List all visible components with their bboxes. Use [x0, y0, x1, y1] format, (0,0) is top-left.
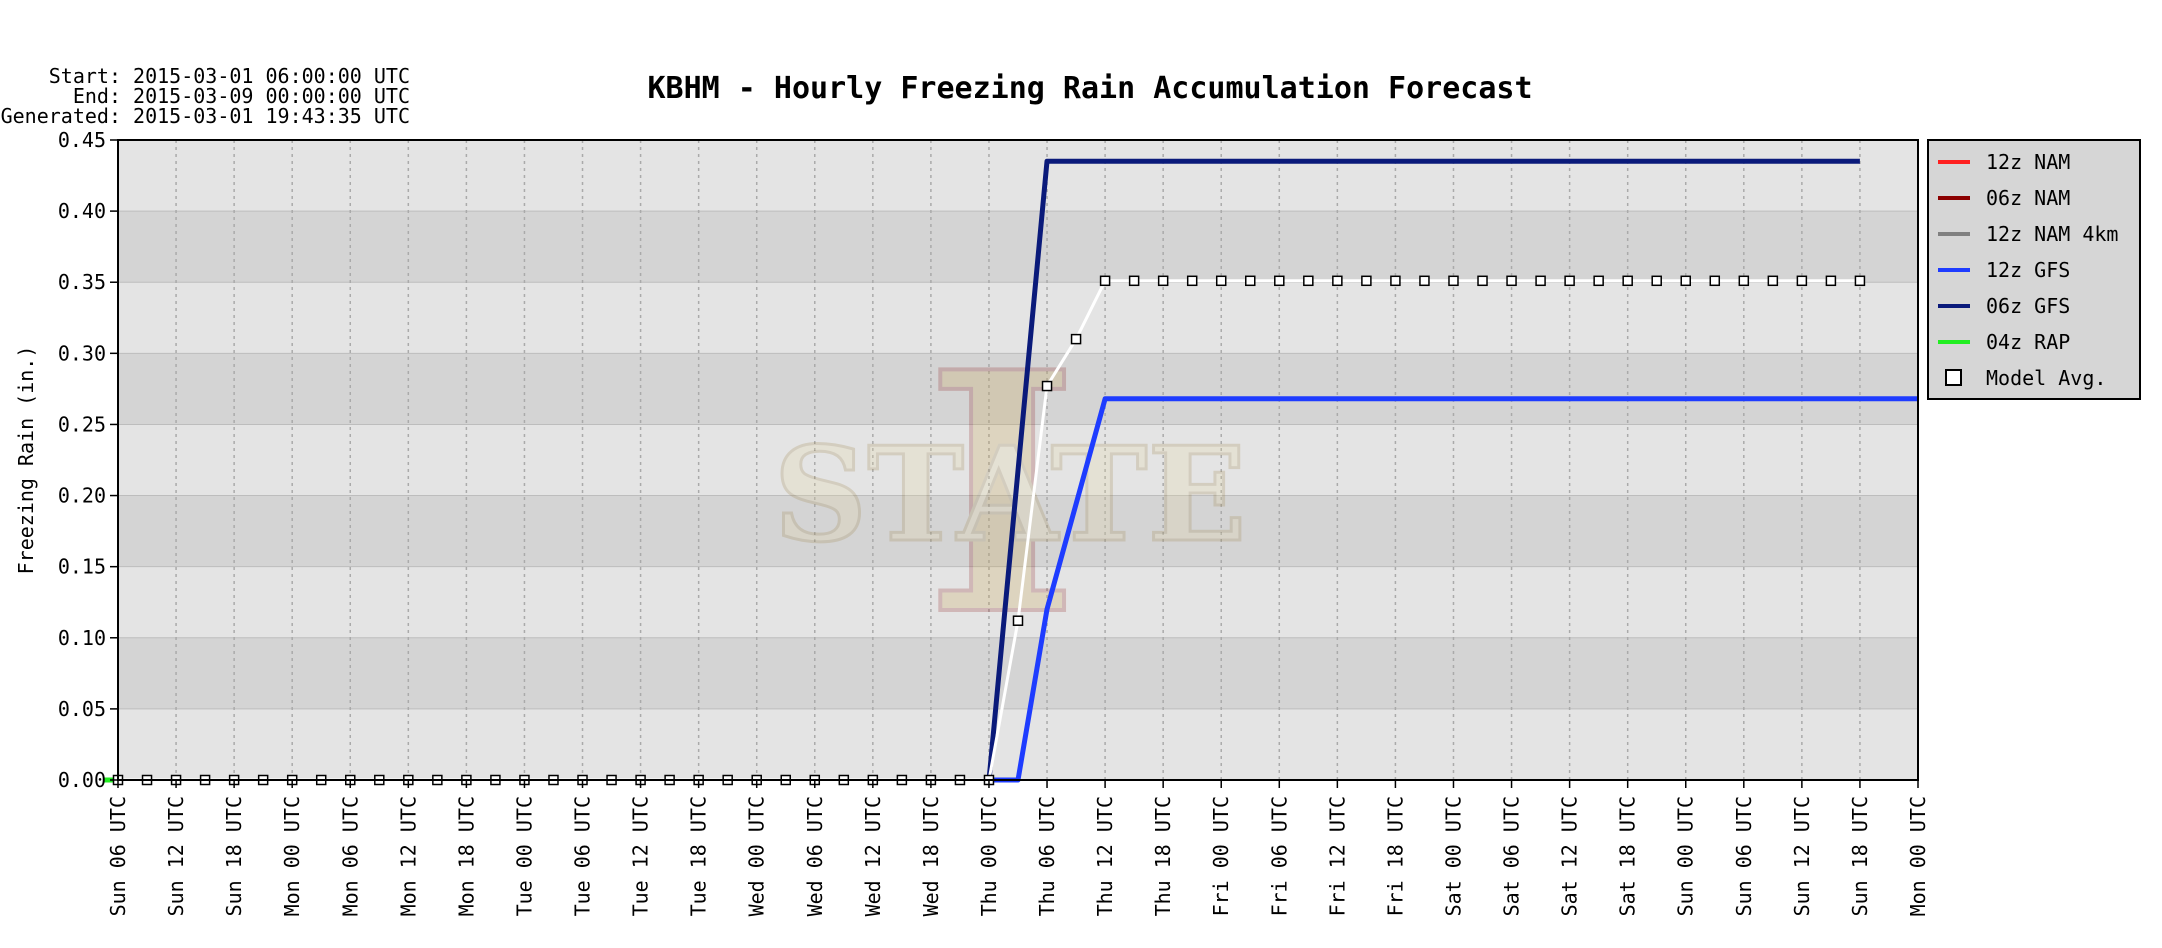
- x-tick-label: Mon 00 UTC: [1906, 796, 1930, 916]
- model-avg-marker: [1157, 275, 1169, 287]
- legend-label: 12z NAM 4km: [1986, 222, 2118, 246]
- x-tick-label: Tue 18 UTC: [687, 796, 711, 916]
- y-tick-label: 0.10: [58, 626, 106, 650]
- x-tick-label: Sun 06 UTC: [1732, 796, 1756, 916]
- plot-band: [118, 211, 1918, 283]
- x-tick-label: Sat 12 UTC: [1558, 796, 1582, 916]
- x-tick-label: Wed 12 UTC: [861, 796, 885, 916]
- plot-band: [118, 282, 1918, 354]
- model-avg-marker: [1796, 275, 1808, 287]
- model-avg-marker: [1274, 275, 1285, 287]
- model-avg-marker: [1099, 275, 1111, 287]
- x-tick-label: Sun 18 UTC: [1848, 796, 1872, 916]
- x-tick-label: Sun 00 UTC: [1674, 796, 1698, 916]
- header-generated: Generated: 2015-03-01 19:43:35 UTC: [1, 104, 410, 128]
- y-tick-label: 0.30: [58, 341, 106, 365]
- legend-label: 06z NAM: [1986, 186, 2070, 210]
- model-avg-marker: [1245, 275, 1256, 287]
- model-avg-marker: [1651, 275, 1662, 287]
- x-tick-label: Tue 06 UTC: [571, 796, 595, 916]
- header-end: End: 2015-03-09 00:00:00 UTC: [73, 84, 410, 108]
- legend-label: Model Avg.: [1986, 366, 2106, 390]
- plot-band: [118, 637, 1918, 709]
- model-avg-marker: [1825, 275, 1837, 287]
- x-tick-label: Fri 18 UTC: [1383, 796, 1407, 916]
- model-avg-marker: [1303, 275, 1314, 287]
- y-tick-label: 0.15: [58, 555, 106, 579]
- y-axis-ticks: 0.00 0.05 0.10 0.15 0.20 0.25 0.30 0.35 0.40 0.45: [58, 128, 118, 792]
- model-avg-marker: [1419, 275, 1430, 287]
- model-avg-marker: [1390, 275, 1401, 287]
- legend-marker-model-avg: [1945, 369, 1962, 386]
- legend-label: 06z GFS: [1986, 294, 2070, 318]
- y-tick-label: 0.00: [58, 768, 106, 792]
- y-tick-label: 0.45: [58, 128, 106, 152]
- model-avg-marker: [1593, 275, 1604, 287]
- model-avg-marker: [1622, 275, 1633, 287]
- x-tick-label: Wed 18 UTC: [919, 796, 943, 916]
- x-tick-label: Sat 06 UTC: [1500, 796, 1524, 916]
- y-tick-label: 0.40: [58, 199, 106, 223]
- x-tick-label: Thu 00 UTC: [977, 796, 1001, 916]
- model-avg-marker: [1186, 275, 1198, 287]
- series-line-06z-gfs: [986, 158, 1860, 781]
- legend-label: 12z NAM: [1986, 150, 2070, 174]
- model-avg-marker: [1767, 275, 1779, 287]
- x-tick-label: Mon 06 UTC: [338, 796, 362, 916]
- y-tick-label: 0.20: [58, 484, 106, 508]
- x-tick-label: Fri 00 UTC: [1209, 796, 1233, 916]
- x-tick-label: Mon 00 UTC: [280, 796, 304, 916]
- y-axis-label: Freezing Rain (in.): [14, 346, 38, 575]
- x-tick-label: Tue 12 UTC: [629, 796, 653, 916]
- model-avg-marker: [1361, 275, 1372, 287]
- model-avg-marker: [1477, 275, 1488, 287]
- legend-label: 04z RAP: [1986, 330, 2070, 354]
- x-axis-ticks: Sun 06 UTC Sun 12 UTC Sun 18 UTC Mon 00 UTC…: [106, 780, 1930, 916]
- model-avg-marker: [1680, 275, 1691, 287]
- model-avg-marker: [1070, 333, 1082, 345]
- x-tick-label: Mon 12 UTC: [396, 796, 420, 916]
- plot-frame: [117, 139, 1919, 781]
- model-avg-marker: [1128, 275, 1140, 287]
- x-tick-label: Sat 00 UTC: [1441, 796, 1465, 916]
- model-avg-marker: [1215, 275, 1227, 287]
- model-avg-marker: [1709, 275, 1721, 287]
- x-tick-label: Sat 18 UTC: [1616, 796, 1640, 916]
- x-tick-label: Tue 00 UTC: [512, 796, 536, 916]
- x-tick-label: Wed 00 UTC: [745, 796, 769, 916]
- model-avg-marker: [1854, 275, 1866, 287]
- x-tick-label: Sun 12 UTC: [164, 796, 188, 916]
- model-avg-marker: [1564, 275, 1575, 287]
- y-tick-label: 0.05: [58, 697, 106, 721]
- model-avg-marker: [1738, 275, 1750, 287]
- legend-label: 12z GFS: [1986, 258, 2070, 282]
- x-tick-label: Sun 12 UTC: [1790, 796, 1814, 916]
- plot-band: [118, 353, 1918, 425]
- x-tick-label: Thu 06 UTC: [1035, 796, 1059, 916]
- model-avg-marker: [1506, 275, 1517, 287]
- header-start: Start: 2015-03-01 06:00:00 UTC: [49, 64, 410, 88]
- plot-band: [118, 140, 1918, 212]
- x-tick-label: Thu 12 UTC: [1093, 796, 1117, 916]
- model-avg-marker: [1535, 275, 1546, 287]
- y-tick-label: 0.25: [58, 412, 106, 436]
- x-tick-label: Fri 12 UTC: [1325, 796, 1349, 916]
- x-tick-label: Wed 06 UTC: [803, 796, 827, 916]
- x-tick-label: Sun 06 UTC: [106, 796, 130, 916]
- chart-title: KBHM - Hourly Freezing Rain Accumulation…: [647, 71, 1532, 106]
- x-tick-label: Thu 18 UTC: [1151, 796, 1175, 916]
- legend: 12z NAM 06z NAM 12z NAM 4km 12z GFS 06z GFS 0…: [1927, 139, 2141, 400]
- model-avg-marker: [1012, 615, 1024, 626]
- y-tick-label: 0.35: [58, 270, 106, 294]
- model-avg-marker: [1448, 275, 1459, 287]
- model-avg-marker: [1041, 380, 1053, 392]
- model-avg-marker: [1332, 275, 1343, 287]
- plot-band: [118, 495, 1918, 567]
- x-tick-label: Mon 18 UTC: [454, 796, 478, 916]
- x-tick-label: Sun 18 UTC: [222, 796, 246, 916]
- x-tick-label: Fri 06 UTC: [1267, 796, 1291, 916]
